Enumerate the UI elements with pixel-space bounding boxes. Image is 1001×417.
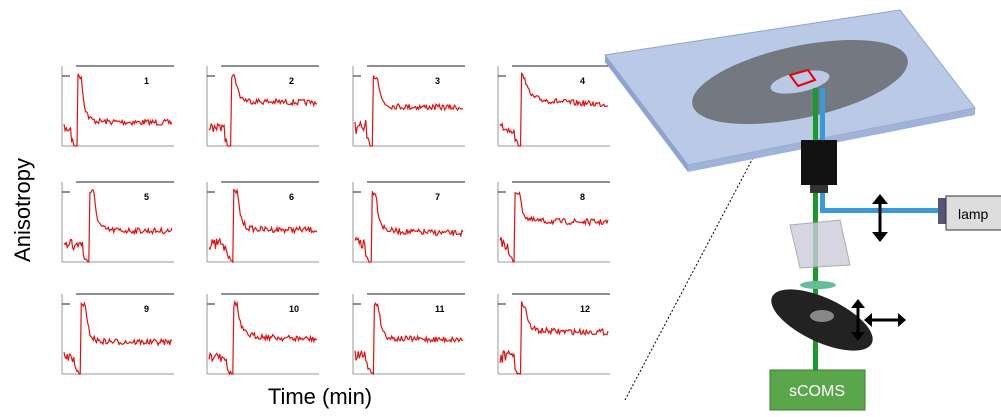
- chip-edge: [605, 55, 688, 172]
- filter: [800, 281, 836, 289]
- trace: [208, 299, 318, 376]
- x-axis-label: Time (min): [268, 384, 372, 409]
- panel-number: 10: [289, 304, 299, 314]
- objective: [801, 140, 837, 185]
- trace: [208, 188, 318, 264]
- detector: [769, 369, 866, 411]
- trace: [354, 302, 464, 376]
- trace: [63, 301, 173, 375]
- lamp-filter: [938, 198, 946, 224]
- roi: [788, 68, 817, 88]
- panel-number: 3: [435, 76, 440, 86]
- lamp: [945, 195, 1001, 231]
- trace: [354, 191, 464, 263]
- arrowheads: [851, 194, 906, 341]
- zoom-line: [624, 87, 791, 401]
- trace: [63, 189, 173, 263]
- panel-number: 6: [289, 192, 294, 202]
- panel-number: 4: [580, 76, 585, 86]
- y-axis-label: Anisotropy: [10, 158, 35, 262]
- arrows: [856, 200, 900, 334]
- panel-number: 5: [144, 192, 149, 202]
- panel-grid: 1 2 3 45 6 7 89 10 11 12: [61, 65, 610, 376]
- panel-number: 1: [144, 76, 149, 86]
- panel-number: 9: [144, 304, 149, 314]
- objective-tip: [810, 185, 828, 193]
- panel-number: 12: [580, 304, 590, 314]
- filter-wheel-hole: [810, 310, 834, 322]
- trace: [499, 191, 609, 263]
- trace: [63, 73, 173, 147]
- panel-number: 2: [289, 76, 294, 86]
- detector-label: sCOMS: [789, 383, 845, 400]
- panel-number: 11: [435, 304, 445, 314]
- trace: [499, 72, 609, 147]
- lamp-label: lamp: [958, 206, 989, 222]
- dichroic: [789, 219, 851, 269]
- trace: [208, 73, 318, 147]
- trace: [499, 301, 609, 375]
- panel-number: 8: [580, 192, 585, 202]
- panel-number: 7: [435, 192, 440, 202]
- trace: [354, 75, 464, 147]
- chip-center: [770, 70, 830, 94]
- setup-diagram: sCOMS lamp: [604, 9, 1001, 411]
